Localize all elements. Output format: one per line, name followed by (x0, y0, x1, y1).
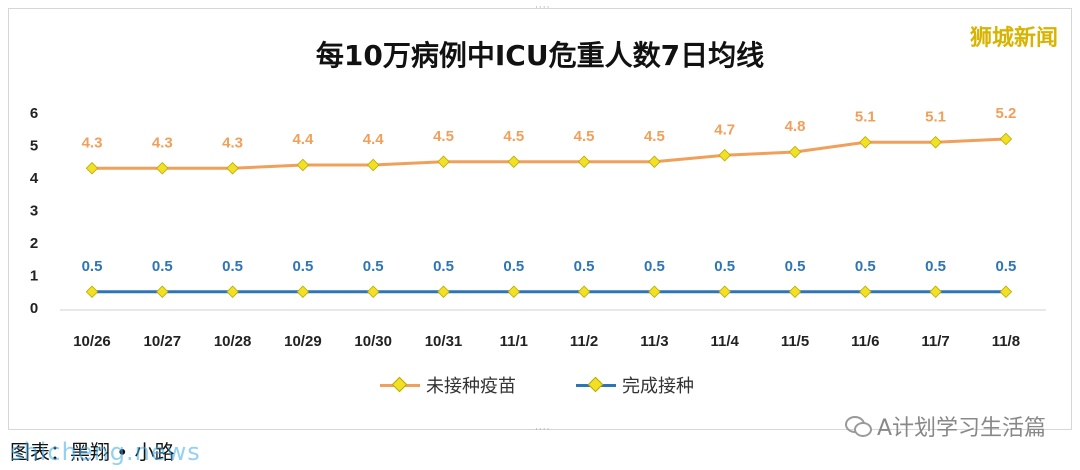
data-point (156, 285, 169, 298)
x-tick-label: 11/8 (992, 333, 1020, 350)
wechat-watermark: A计划学习生活篇 (844, 410, 1046, 442)
data-point (999, 132, 1013, 146)
legend-swatch-vaccinated (576, 376, 616, 393)
data-label: 0.5 (292, 258, 313, 275)
chart-frame (8, 8, 1072, 430)
x-tick-label: 10/28 (214, 333, 252, 350)
resize-handle-top[interactable]: ···· (535, 3, 551, 13)
legend-item-unvaccinated: 未接种疫苗 (380, 372, 516, 398)
data-label: 4.5 (503, 128, 524, 145)
x-tick-label: 11/4 (711, 333, 740, 350)
x-tick-label: 11/7 (921, 333, 949, 350)
y-tick-label: 4 (30, 170, 39, 187)
data-label: 0.5 (503, 258, 524, 275)
data-label: 4.5 (433, 128, 454, 145)
brand-logo: 狮城新闻 (961, 18, 1066, 54)
legend-swatch-unvaccinated (380, 376, 420, 393)
x-tick-label: 11/6 (851, 333, 879, 350)
data-label: 0.5 (644, 258, 665, 275)
data-point (788, 145, 802, 159)
chart-title: 每10万病例中ICU危重人数7日均线 (315, 39, 765, 72)
data-label: 0.5 (152, 258, 173, 275)
x-tick-label: 11/3 (640, 333, 668, 350)
data-label: 4.3 (152, 134, 173, 151)
data-label: 0.5 (995, 258, 1016, 275)
data-label: 0.5 (363, 258, 384, 275)
y-tick-label: 1 (30, 268, 38, 285)
data-point (296, 158, 310, 172)
data-label: 4.5 (644, 128, 665, 145)
y-tick-label: 6 (30, 105, 38, 122)
data-label: 0.5 (222, 258, 243, 275)
x-tick-label: 10/26 (73, 333, 111, 350)
data-label: 5.1 (925, 108, 946, 125)
data-label: 4.3 (222, 134, 243, 151)
data-label: 0.5 (82, 258, 103, 275)
data-point (85, 162, 99, 175)
data-label: 4.4 (292, 131, 314, 148)
data-point (507, 285, 521, 298)
data-label: 0.5 (574, 258, 595, 275)
caption-watermark: shicheng.news (10, 438, 201, 466)
data-label: 4.7 (714, 121, 735, 138)
data-label: 4.8 (785, 118, 806, 135)
y-tick-label: 3 (30, 203, 38, 220)
data-point (929, 136, 942, 149)
data-point (366, 158, 380, 172)
y-tick-label: 2 (30, 235, 38, 252)
legend-label-unvaccinated: 未接种疫苗 (426, 376, 516, 397)
data-label: 0.5 (785, 258, 806, 275)
data-label: 0.5 (925, 258, 946, 275)
data-point (648, 285, 661, 298)
x-tick-label: 10/29 (284, 333, 322, 350)
data-label: 0.5 (855, 258, 876, 275)
caption: 图表：黑翔 • 小路 (10, 440, 175, 464)
data-point (788, 285, 802, 298)
data-point (156, 162, 169, 175)
data-label: 4.4 (363, 131, 385, 148)
data-point (296, 285, 310, 298)
data-label: 4.3 (82, 134, 103, 151)
data-point (366, 285, 380, 298)
data-label: 5.1 (855, 108, 876, 125)
data-point (718, 149, 731, 162)
x-tick-label: 10/27 (144, 333, 182, 350)
data-point (929, 285, 942, 298)
data-point (859, 285, 872, 298)
data-point (859, 136, 872, 149)
x-tick-label: 10/31 (425, 333, 463, 350)
y-tick-label: 0 (30, 300, 38, 317)
x-tick-label: 11/5 (781, 333, 809, 350)
wechat-icon (844, 416, 872, 437)
data-point (507, 155, 521, 168)
data-label: 0.5 (433, 258, 454, 275)
x-tick-label: 11/2 (570, 333, 598, 350)
series-line-0 (92, 137, 1006, 170)
data-point (577, 155, 591, 168)
data-point (577, 285, 591, 298)
legend-item-vaccinated: 完成接种 (576, 372, 694, 398)
data-point (437, 155, 450, 168)
data-point (999, 285, 1013, 298)
data-point (648, 155, 661, 168)
data-label: 0.5 (714, 258, 735, 275)
data-label: 4.5 (574, 128, 595, 145)
data-point (85, 285, 99, 298)
x-tick-label: 10/30 (354, 333, 392, 350)
data-point (226, 162, 239, 175)
legend-label-vaccinated: 完成接种 (622, 376, 694, 397)
data-point (226, 285, 239, 298)
resize-handle-bottom[interactable]: ···· (535, 425, 551, 435)
watermark-text: A计划学习生活篇 (876, 416, 1046, 441)
data-point (718, 285, 731, 298)
data-point (437, 285, 450, 298)
x-tick-label: 11/1 (500, 333, 528, 350)
chart-legend: 未接种疫苗 完成接种 (380, 372, 694, 398)
data-label: 5.2 (995, 105, 1016, 122)
y-tick-label: 5 (30, 138, 38, 155)
